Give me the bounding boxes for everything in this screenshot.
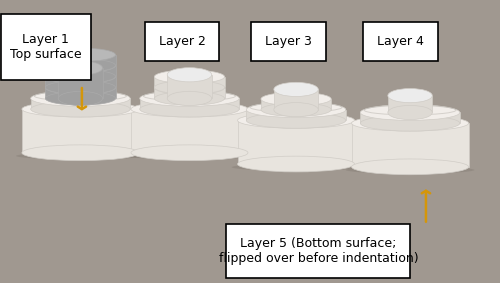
- Ellipse shape: [125, 152, 254, 159]
- Ellipse shape: [16, 152, 145, 159]
- Polygon shape: [22, 109, 139, 153]
- Ellipse shape: [360, 105, 460, 120]
- Ellipse shape: [46, 81, 116, 94]
- Ellipse shape: [140, 91, 239, 106]
- Polygon shape: [261, 99, 331, 110]
- Polygon shape: [140, 98, 239, 109]
- Polygon shape: [30, 98, 130, 109]
- Ellipse shape: [167, 68, 212, 82]
- Polygon shape: [46, 66, 116, 76]
- Polygon shape: [167, 75, 212, 98]
- Ellipse shape: [388, 89, 432, 103]
- Ellipse shape: [360, 115, 460, 131]
- Text: Layer 5 (Bottom surface;
flipped over before indentation): Layer 5 (Bottom surface; flipped over be…: [218, 237, 418, 265]
- Ellipse shape: [131, 145, 248, 161]
- Ellipse shape: [46, 81, 116, 95]
- Ellipse shape: [232, 164, 360, 171]
- Polygon shape: [360, 113, 460, 123]
- Polygon shape: [154, 88, 224, 98]
- Ellipse shape: [58, 91, 102, 106]
- Ellipse shape: [30, 91, 130, 106]
- Ellipse shape: [46, 70, 116, 83]
- Ellipse shape: [388, 105, 432, 120]
- Ellipse shape: [261, 92, 331, 106]
- Ellipse shape: [154, 81, 224, 94]
- Ellipse shape: [274, 82, 318, 97]
- Ellipse shape: [131, 101, 248, 117]
- Ellipse shape: [46, 59, 116, 72]
- Ellipse shape: [22, 145, 139, 161]
- Text: Layer 1
Top surface: Layer 1 Top surface: [10, 33, 82, 61]
- Polygon shape: [46, 88, 116, 98]
- Polygon shape: [46, 77, 116, 87]
- Ellipse shape: [274, 102, 318, 117]
- Polygon shape: [46, 55, 116, 65]
- Ellipse shape: [154, 70, 224, 83]
- Ellipse shape: [154, 81, 224, 95]
- Polygon shape: [246, 110, 346, 120]
- Polygon shape: [58, 68, 102, 98]
- Ellipse shape: [22, 101, 139, 117]
- FancyBboxPatch shape: [251, 22, 326, 61]
- Ellipse shape: [46, 48, 116, 61]
- Ellipse shape: [352, 159, 469, 175]
- Ellipse shape: [46, 70, 116, 83]
- Ellipse shape: [140, 101, 239, 117]
- Ellipse shape: [167, 91, 212, 106]
- FancyBboxPatch shape: [1, 14, 90, 80]
- Ellipse shape: [346, 166, 474, 173]
- Ellipse shape: [58, 61, 102, 75]
- Ellipse shape: [30, 101, 130, 117]
- FancyBboxPatch shape: [144, 22, 220, 61]
- Ellipse shape: [154, 92, 224, 105]
- Polygon shape: [131, 109, 248, 153]
- Ellipse shape: [352, 115, 469, 131]
- Ellipse shape: [246, 102, 346, 117]
- Ellipse shape: [238, 156, 354, 172]
- Ellipse shape: [246, 113, 346, 128]
- Text: Layer 3: Layer 3: [265, 35, 312, 48]
- Polygon shape: [274, 89, 318, 110]
- Ellipse shape: [46, 59, 116, 72]
- Text: Layer 4: Layer 4: [376, 35, 424, 48]
- Polygon shape: [238, 120, 354, 164]
- FancyBboxPatch shape: [362, 22, 438, 61]
- Ellipse shape: [46, 92, 116, 105]
- Polygon shape: [352, 123, 469, 167]
- Polygon shape: [154, 77, 224, 87]
- Polygon shape: [388, 96, 432, 113]
- FancyBboxPatch shape: [226, 224, 410, 278]
- Ellipse shape: [261, 103, 331, 116]
- Ellipse shape: [238, 113, 354, 128]
- Text: Layer 2: Layer 2: [158, 35, 206, 48]
